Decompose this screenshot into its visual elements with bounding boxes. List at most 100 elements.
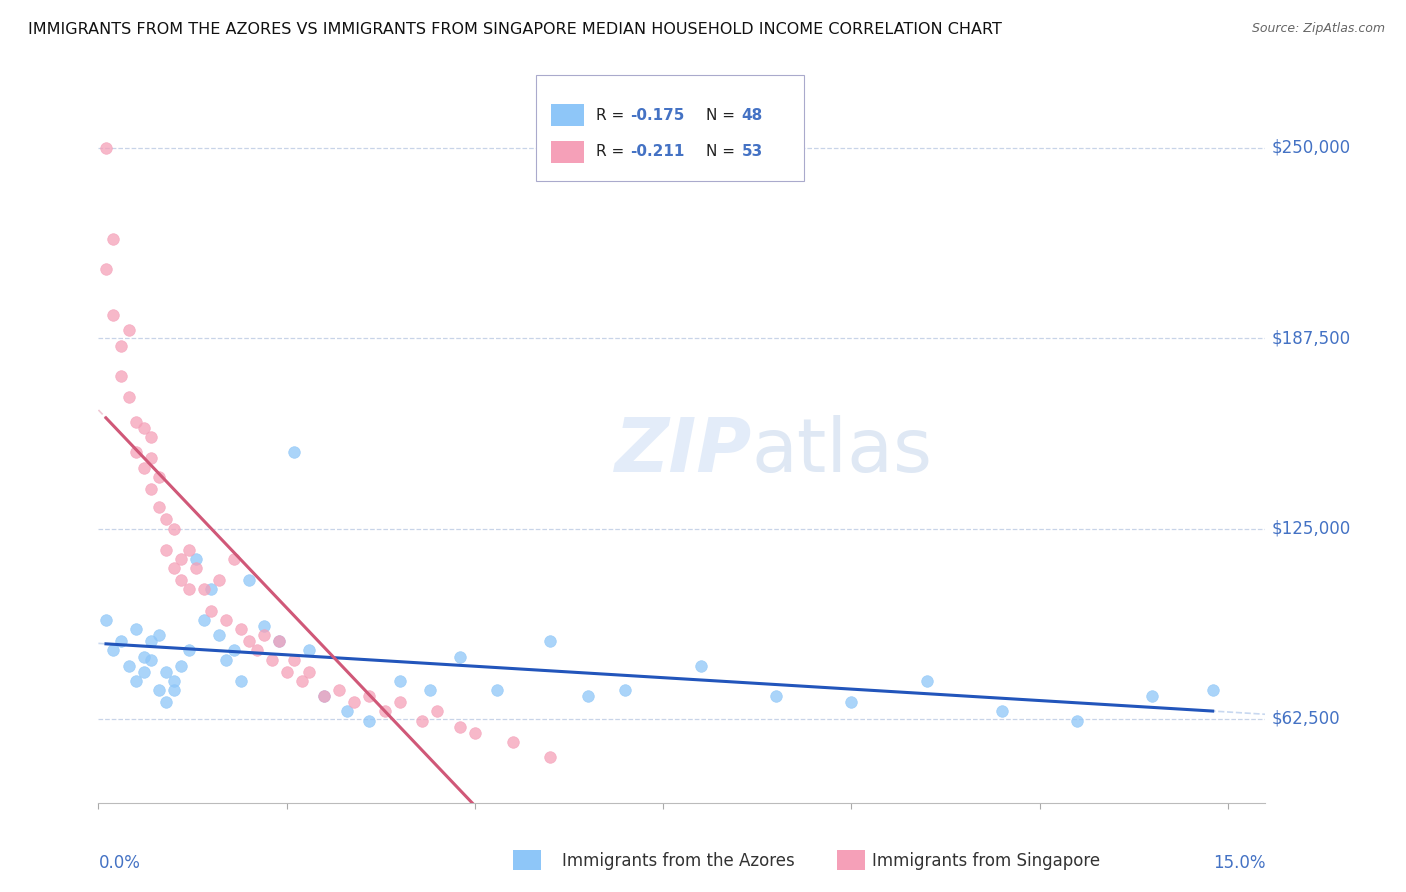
- Text: $62,500: $62,500: [1271, 710, 1340, 728]
- Text: Immigrants from Singapore: Immigrants from Singapore: [872, 852, 1099, 870]
- Point: [139, 634, 162, 648]
- Point: [103, 308, 125, 322]
- Point: [208, 574, 231, 588]
- Point: [1202, 683, 1225, 698]
- Text: $187,500: $187,500: [1271, 329, 1350, 347]
- Point: [343, 695, 366, 709]
- Point: [419, 683, 441, 698]
- Point: [200, 604, 222, 618]
- Point: [238, 574, 260, 588]
- Point: [163, 561, 186, 575]
- Point: [314, 689, 336, 703]
- Point: [155, 512, 177, 526]
- Point: [186, 561, 208, 575]
- Point: [253, 628, 276, 642]
- Point: [200, 582, 222, 597]
- Point: [208, 628, 231, 642]
- Point: [245, 643, 267, 657]
- Point: [170, 574, 193, 588]
- Point: [298, 665, 321, 679]
- Point: [915, 673, 938, 688]
- Text: $125,000: $125,000: [1271, 519, 1351, 538]
- Point: [269, 634, 291, 648]
- Point: [336, 705, 359, 719]
- Text: ZIP: ZIP: [614, 415, 752, 488]
- Point: [148, 683, 170, 698]
- Point: [614, 683, 637, 698]
- Text: Source: ZipAtlas.com: Source: ZipAtlas.com: [1251, 22, 1385, 36]
- Point: [117, 391, 139, 405]
- Text: 48: 48: [741, 108, 762, 123]
- Point: [155, 542, 177, 557]
- Point: [314, 689, 336, 703]
- Point: [576, 689, 599, 703]
- Point: [231, 622, 253, 636]
- Point: [538, 750, 561, 764]
- Point: [222, 643, 245, 657]
- Point: [139, 652, 162, 666]
- Point: [177, 643, 200, 657]
- Point: [139, 482, 162, 496]
- Text: -0.211: -0.211: [630, 145, 685, 160]
- Point: [139, 451, 162, 466]
- Point: [276, 665, 298, 679]
- Point: [253, 619, 276, 633]
- Point: [388, 695, 411, 709]
- Point: [373, 705, 395, 719]
- Point: [117, 323, 139, 337]
- Point: [125, 415, 148, 429]
- FancyBboxPatch shape: [551, 141, 583, 163]
- Point: [991, 705, 1014, 719]
- Text: $250,000: $250,000: [1271, 138, 1350, 157]
- Point: [502, 735, 524, 749]
- Text: IMMIGRANTS FROM THE AZORES VS IMMIGRANTS FROM SINGAPORE MEDIAN HOUSEHOLD INCOME : IMMIGRANTS FROM THE AZORES VS IMMIGRANTS…: [28, 22, 1002, 37]
- Text: N =: N =: [706, 108, 741, 123]
- Point: [148, 500, 170, 515]
- Point: [449, 649, 471, 664]
- Point: [193, 582, 215, 597]
- Point: [163, 683, 186, 698]
- Point: [1066, 714, 1088, 728]
- Point: [839, 695, 862, 709]
- Text: N =: N =: [706, 145, 741, 160]
- Point: [155, 665, 177, 679]
- Point: [132, 421, 155, 435]
- Point: [125, 445, 148, 459]
- Point: [238, 634, 260, 648]
- Point: [170, 552, 193, 566]
- Point: [170, 658, 193, 673]
- Point: [132, 665, 155, 679]
- Point: [486, 683, 509, 698]
- Point: [103, 232, 125, 246]
- Point: [125, 673, 148, 688]
- Point: [155, 695, 177, 709]
- FancyBboxPatch shape: [551, 104, 583, 127]
- Point: [538, 634, 561, 648]
- Point: [388, 673, 411, 688]
- Point: [193, 613, 215, 627]
- Text: 0.0%: 0.0%: [98, 854, 141, 872]
- Point: [283, 445, 305, 459]
- Point: [231, 673, 253, 688]
- Point: [148, 628, 170, 642]
- Text: Immigrants from the Azores: Immigrants from the Azores: [562, 852, 796, 870]
- Point: [110, 634, 132, 648]
- Point: [260, 652, 283, 666]
- Point: [449, 720, 471, 734]
- Point: [94, 262, 117, 277]
- Point: [215, 613, 238, 627]
- Point: [186, 552, 208, 566]
- Point: [283, 652, 305, 666]
- Point: [1142, 689, 1164, 703]
- Point: [148, 469, 170, 483]
- Point: [139, 430, 162, 444]
- Point: [110, 369, 132, 384]
- Point: [269, 634, 291, 648]
- FancyBboxPatch shape: [536, 75, 804, 181]
- Point: [163, 521, 186, 535]
- Point: [689, 658, 711, 673]
- Text: atlas: atlas: [752, 415, 934, 488]
- Point: [177, 582, 200, 597]
- Point: [222, 552, 245, 566]
- Point: [94, 140, 117, 154]
